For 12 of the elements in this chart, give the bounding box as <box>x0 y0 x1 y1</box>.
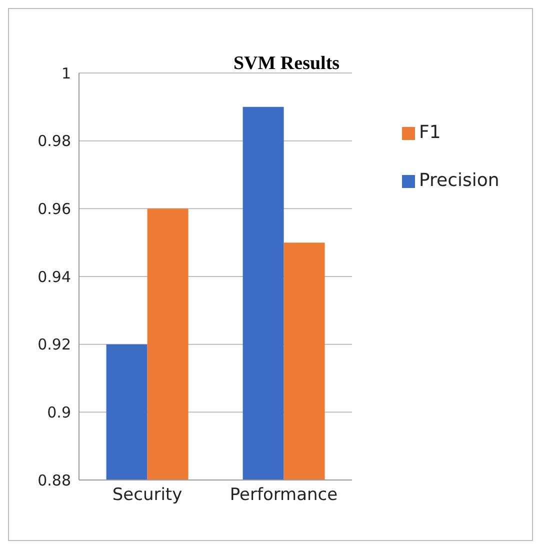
y-tick-label: 0.88 <box>38 471 71 490</box>
y-tick-label: 0.92 <box>38 336 71 354</box>
legend-label: Precision <box>419 170 500 191</box>
y-tick-label: 0.9 <box>47 403 71 422</box>
x-tick-label: Performance <box>230 485 338 506</box>
y-tick-label: 0.96 <box>38 200 71 218</box>
chart-title: SVM Results <box>232 53 341 75</box>
y-tick-label: 0.98 <box>38 132 71 150</box>
x-tick-label: Security <box>112 485 182 506</box>
y-tick-label: 1 <box>61 64 71 82</box>
y-tick-label: 0.94 <box>38 268 71 286</box>
legend-label: F1 <box>419 122 441 143</box>
